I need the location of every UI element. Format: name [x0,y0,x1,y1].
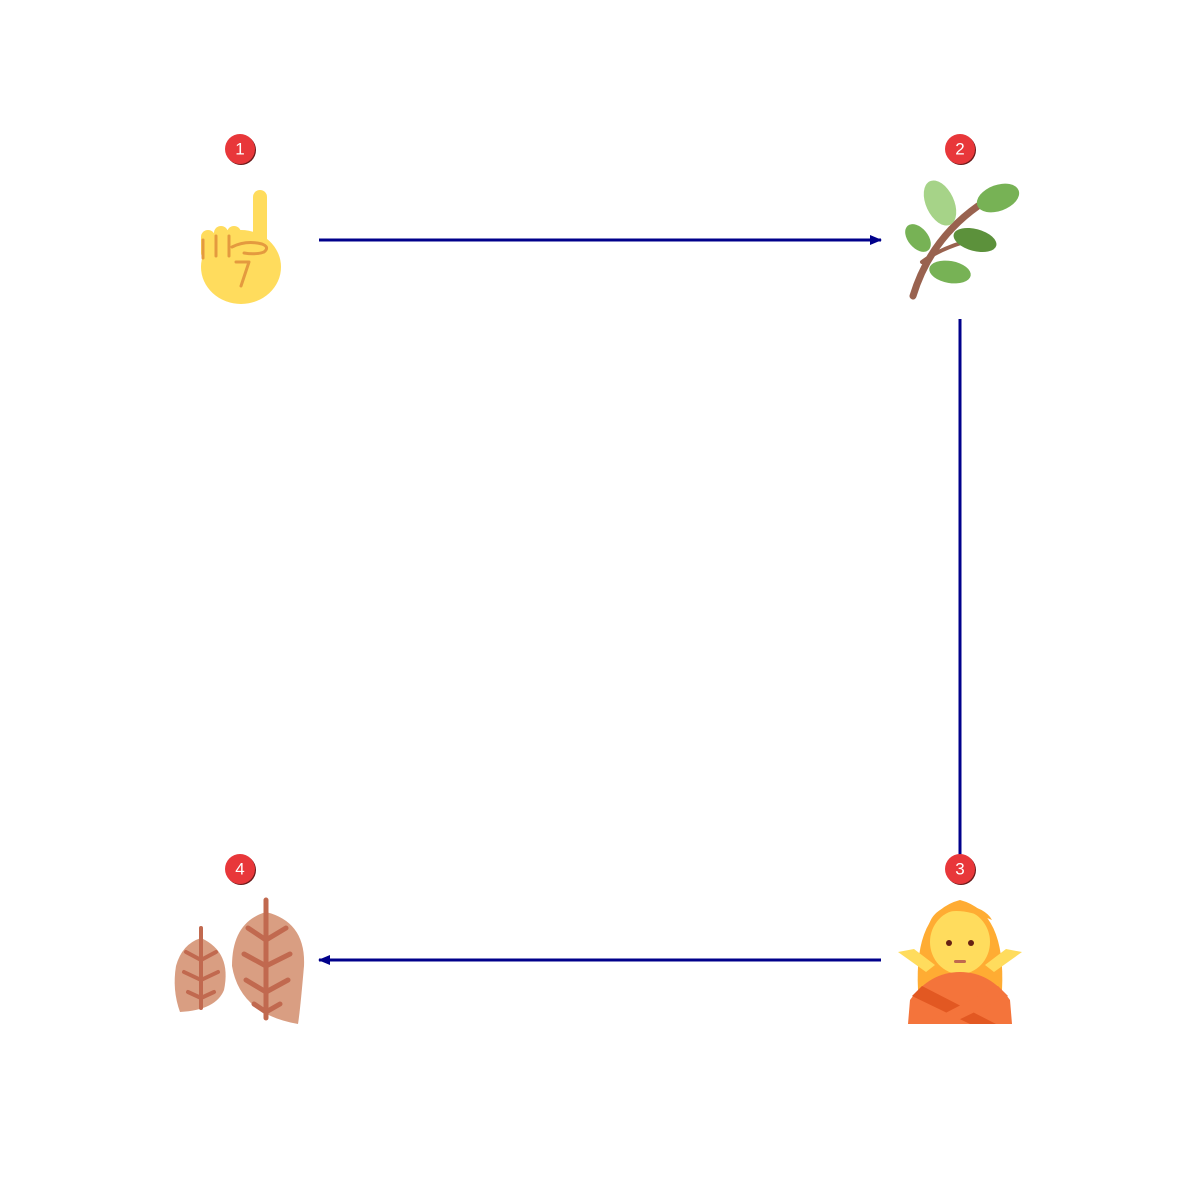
step-2-badge: 2 [945,134,976,165]
step-4-badge: 4 [225,854,256,885]
step-3: 3 [898,854,1022,1024]
step-4-number: 4 [235,860,244,879]
step-1-number: 1 [235,140,244,159]
herb-branch-icon [905,180,1020,300]
step-1: 1 [201,134,281,304]
step-1-badge: 1 [225,134,256,165]
index-pointing-up-icon [201,190,281,304]
step-2-number: 2 [955,140,964,159]
dried-leaves-icon [174,897,305,1024]
step-4: 4 [174,854,305,1024]
step-3-badge: 3 [945,854,976,885]
person-gesturing-no-icon [898,900,1022,1024]
step-3-number: 3 [955,860,964,879]
step-2: 2 [905,134,1020,300]
